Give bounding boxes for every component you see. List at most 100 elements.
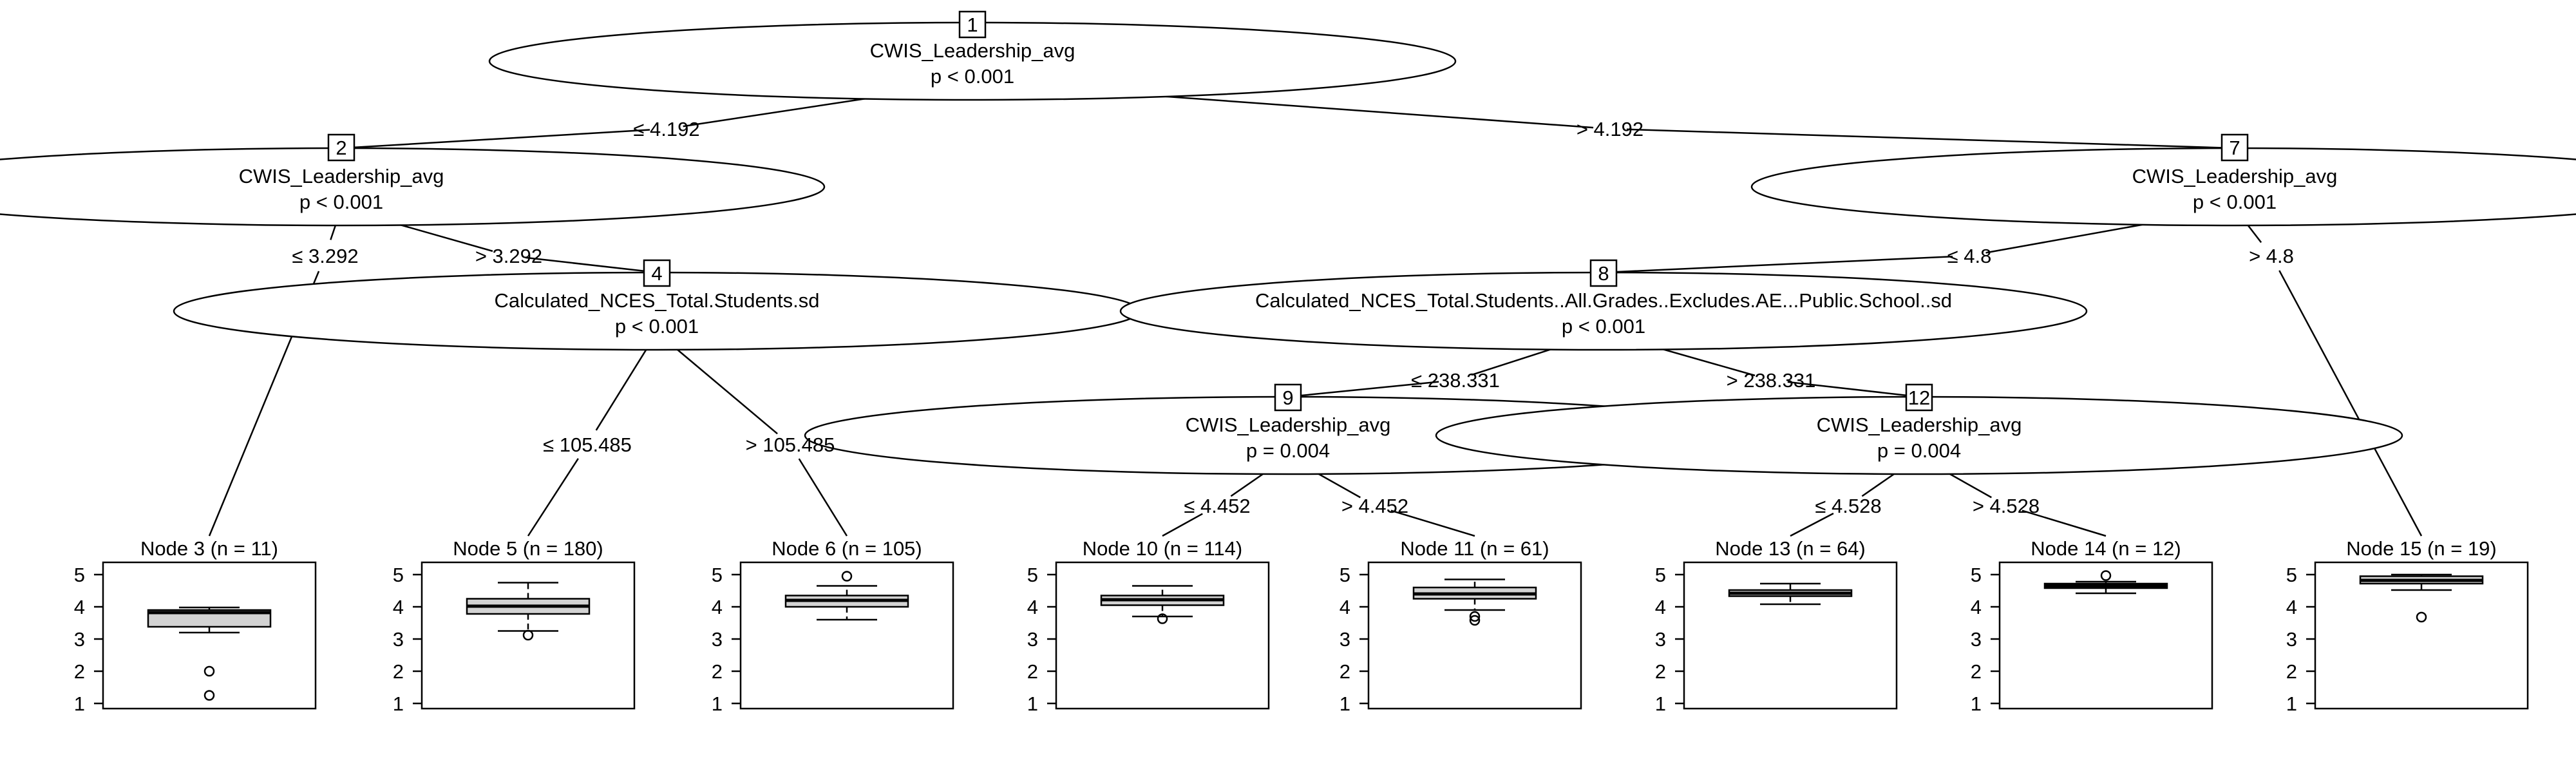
edge-split-label: > 4.452 (1341, 495, 1408, 517)
y-axis-tick-label: 3 (393, 628, 404, 651)
node-variable-label: CWIS_Leadership_avg (1186, 414, 1391, 436)
y-axis-tick-label: 2 (74, 660, 85, 683)
y-axis-tick-label: 4 (393, 596, 404, 618)
y-axis-tick-label: 2 (1655, 660, 1666, 683)
edge-split-label: ≤ 3.292 (292, 245, 358, 267)
tree-edge-line (1287, 381, 1439, 398)
boxplot-frame (421, 561, 636, 710)
terminal-node-13: Node 13 (n = 64) 1 2 3 4 5 (1655, 537, 1898, 715)
boxplot-outlier (522, 629, 534, 641)
boxplot-frame (1367, 561, 1582, 710)
boxplot-outlier (2100, 570, 2112, 581)
terminal-node-title: Node 5 (n = 180) (453, 537, 603, 560)
boxplot-outlier (1469, 611, 1481, 622)
edge-split-label: > 4.8 (2249, 245, 2294, 267)
boxplot-frame (1683, 561, 1898, 710)
y-axis-tick-label: 1 (712, 692, 723, 715)
y-axis-tick-label: 3 (1027, 628, 1038, 651)
y-axis-tick-label: 2 (393, 660, 404, 683)
y-axis-tick-label: 4 (1027, 596, 1038, 618)
edge-split-label: > 3.292 (475, 245, 542, 267)
y-axis-tick-label: 3 (712, 628, 723, 651)
terminal-node-14: Node 14 (n = 12) 1 2 3 4 5 (1971, 537, 2213, 715)
edge-split-label: > 105.485 (746, 434, 835, 456)
tree-edge-line (2278, 270, 2423, 537)
y-axis-tick-label: 4 (1971, 596, 1982, 618)
y-axis-tick-label: 3 (2286, 628, 2297, 651)
tree-edge-line (1626, 128, 2235, 149)
node-id-box (958, 10, 987, 39)
boxplot-frame (102, 561, 317, 710)
tree-edge-line (2022, 510, 2107, 537)
node-pvalue-label: p = 0.004 (1246, 439, 1330, 462)
tree-edge-line (341, 129, 650, 149)
y-axis-tick-label: 5 (74, 564, 85, 586)
node-id-label: 8 (1598, 262, 1609, 285)
node-pvalue-label: p < 0.001 (615, 315, 699, 338)
terminal-node-11: Node 11 (n = 61) 1 2 3 4 5 (1340, 537, 1582, 715)
y-axis-tick-label: 1 (1340, 692, 1350, 715)
terminal-node-title: Node 6 (n = 105) (772, 537, 922, 560)
node-pvalue-label: p = 0.004 (1877, 439, 1961, 462)
node-id-label: 1 (967, 14, 978, 36)
boxplot-frame (739, 561, 954, 710)
node-variable-label: CWIS_Leadership_avg (1817, 414, 2022, 436)
y-axis-tick-label: 5 (2286, 564, 2297, 586)
node-id-box (1905, 383, 1933, 412)
node-id-label: 7 (2229, 137, 2240, 159)
node-id-box (2221, 133, 2249, 162)
y-axis-tick-label: 4 (1655, 596, 1666, 618)
y-axis-tick-label: 5 (712, 564, 723, 586)
inner-node-4: 4 Calculated_NCES_Total.Students.sdp < 0.… (173, 259, 1141, 351)
terminal-node-10: Node 10 (n = 114) 1 2 3 4 5 (1027, 537, 1270, 715)
node-id-box (1274, 383, 1302, 412)
boxplot-frame (1998, 561, 2213, 710)
boxplot-outlier (1157, 613, 1168, 624)
y-axis-tick-label: 2 (2286, 660, 2297, 683)
edge-split-label: ≤ 4.452 (1184, 495, 1250, 517)
node-id-label: 9 (1282, 386, 1293, 409)
terminal-node-5: Node 5 (n = 180) 1 2 3 4 5 (393, 537, 636, 715)
y-axis-tick-label: 5 (1340, 564, 1350, 586)
edge-split-label: > 238.331 (1727, 369, 1816, 392)
terminal-node-3: Node 3 (n = 11) 1 2 3 4 5 (74, 537, 317, 715)
tree-edge-line (1790, 512, 1834, 537)
node-variable-label: CWIS_Leadership_avg (239, 165, 444, 187)
y-axis-tick-label: 2 (712, 660, 723, 683)
terminal-node-6: Node 6 (n = 105) 1 2 3 4 5 (712, 537, 954, 715)
y-axis-tick-label: 3 (1340, 628, 1350, 651)
boxplot-frame (2314, 561, 2529, 710)
y-axis-tick-label: 1 (1971, 692, 1982, 715)
tree-edge-line (1787, 381, 1920, 398)
node-pvalue-label: p < 0.001 (2193, 191, 2277, 213)
tree-edge-line (1162, 513, 1203, 537)
edge-split-label: ≤ 4.192 (633, 118, 699, 140)
y-axis-tick-label: 5 (1655, 564, 1666, 586)
terminal-node-15: Node 15 (n = 19) 1 2 3 4 5 (2286, 537, 2529, 715)
terminal-node-title: Node 13 (n = 64) (1715, 537, 1866, 560)
y-axis-tick-label: 1 (1027, 692, 1038, 715)
inner-node-8: 8 Calculated_NCES_Total.Students..All.Gra… (1119, 259, 2088, 351)
y-axis-tick-label: 4 (1340, 596, 1350, 618)
node-variable-label: CWIS_Leadership_avg (870, 39, 1075, 62)
y-axis-tick-label: 1 (393, 692, 404, 715)
terminal-node-title: Node 15 (n = 19) (2346, 537, 2497, 560)
y-axis-tick-label: 2 (1027, 660, 1038, 683)
node-variable-label: Calculated_NCES_Total.Students.sd (495, 289, 820, 312)
terminal-node-title: Node 3 (n = 11) (140, 537, 278, 560)
tree-terminal-nodes: Node 3 (n = 11) 1 2 3 4 5 Node 5 (n = 180) 1 2 3 4… (74, 537, 2529, 715)
edge-split-label: ≤ 105.485 (543, 434, 632, 456)
edge-split-label: > 4.192 (1577, 118, 1643, 140)
y-axis-tick-label: 3 (1971, 628, 1982, 651)
y-axis-tick-label: 3 (74, 628, 85, 651)
edge-split-label: > 4.528 (1973, 495, 2040, 517)
node-pvalue-label: p < 0.001 (1562, 315, 1645, 338)
tree-edge-line (798, 458, 848, 537)
node-id-box (1589, 259, 1618, 287)
y-axis-tick-label: 5 (1971, 564, 1982, 586)
boxplot-outlier (204, 690, 215, 701)
terminal-node-title: Node 11 (n = 61) (1400, 537, 1549, 560)
